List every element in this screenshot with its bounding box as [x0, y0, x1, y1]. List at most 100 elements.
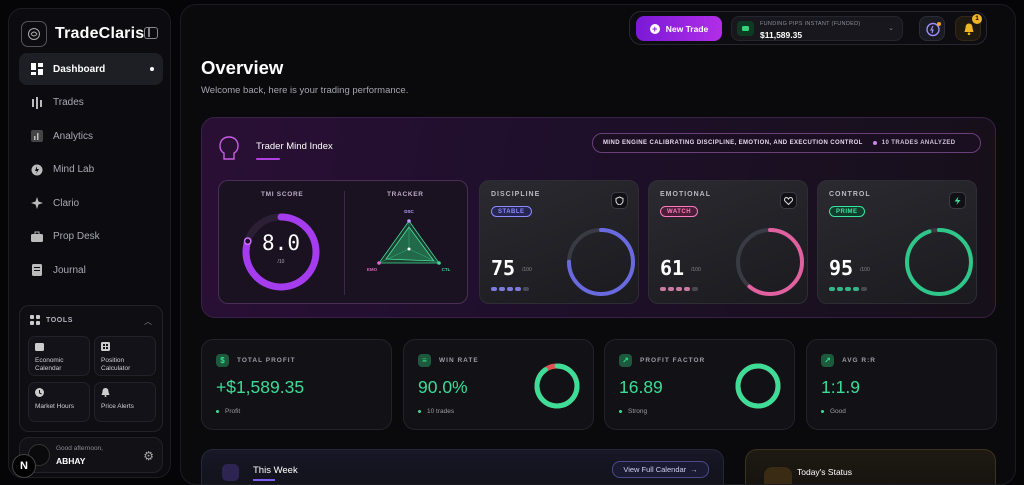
metric-of: /100 [522, 267, 532, 273]
brain-icon [219, 136, 239, 160]
nav-label: Journal [53, 264, 86, 276]
ring-progress [534, 363, 580, 409]
nav-label: Analytics [53, 130, 94, 142]
tools-heading[interactable]: TOOLS [30, 315, 73, 325]
wallet-icon [737, 21, 754, 36]
tool-label: Economic [35, 357, 64, 365]
new-trade-button[interactable]: + New Trade [636, 16, 722, 41]
nav-item-journal[interactable]: Journal [19, 254, 163, 286]
account-label: FUNDING PIPS INSTANT (FUNDED) [760, 21, 861, 27]
metric-dots [491, 287, 529, 291]
this-week-card: This Week View Full Calendar → [201, 449, 724, 484]
metric-dot [853, 287, 859, 291]
nav-item-analytics[interactable]: Analytics [19, 120, 163, 152]
metric-of: /100 [691, 267, 701, 273]
title-underline [253, 479, 275, 481]
radar-vertex [437, 261, 441, 265]
metric-value: 75 [491, 256, 516, 280]
status-dot [872, 141, 877, 145]
ring-progress [905, 228, 973, 296]
radar-values [385, 226, 435, 262]
notification-count: 1 [972, 14, 982, 24]
user-name: ABHAY [56, 456, 86, 466]
metric-dot [660, 287, 666, 291]
tool-position-calculator[interactable]: Position Calculator [94, 336, 156, 376]
new-trade-label: New Trade [665, 23, 709, 34]
stat-card-total-profit: $ TOTAL PROFIT +$1,589.35 Profit [201, 339, 392, 430]
metric-card-emotional: EMOTIONAL WATCH 61/100 [648, 180, 808, 304]
dashboard-icon [31, 63, 43, 75]
stat-label: AVG R:R [842, 357, 876, 364]
this-week-title: This Week [253, 465, 298, 476]
stat-subtext: Good [821, 408, 846, 415]
n-badge[interactable]: N [12, 454, 36, 478]
metric-dot [684, 287, 690, 291]
sidebar-collapse-icon[interactable] [144, 27, 158, 39]
metric-dot [491, 287, 497, 291]
metric-dot [515, 287, 521, 291]
ring-progress [242, 213, 320, 291]
radar-spoke [408, 248, 440, 264]
metric-dot [523, 287, 529, 291]
stat-label: TOTAL PROFIT [237, 357, 296, 364]
stat-label: WIN RATE [439, 357, 479, 364]
sync-button[interactable] [919, 16, 945, 41]
metric-value: 95 [829, 256, 854, 280]
account-selector[interactable]: FUNDING PIPS INSTANT (FUNDED) $11,589.35… [731, 16, 903, 41]
gear-icon[interactable]: ⚙ [143, 449, 154, 463]
nav-item-clario[interactable]: Clario [19, 187, 163, 219]
ring-end-dot [243, 237, 252, 246]
tool-market-hours[interactable]: Market Hours [28, 382, 90, 422]
page-title: Overview [201, 57, 284, 78]
brain-logo-icon [21, 21, 47, 47]
account-balance: $11,589.35 [760, 30, 803, 40]
stat-icon: ≡ [418, 354, 431, 367]
stat-card-profit-factor: ↗ PROFIT FACTOR 16.89 Strong [604, 339, 795, 430]
nav-item-prop-desk[interactable]: Prop Desk [19, 221, 163, 253]
nav-label: Clario [53, 197, 80, 209]
shield-icon [615, 196, 624, 205]
trades-analyzed: 10 TRADES ANALYZED [881, 140, 956, 146]
stat-card-win-rate: ≡ WIN RATE 90.0% 10 trades [403, 339, 594, 430]
tmi-score-label: TMI SCORE [261, 191, 304, 198]
stat-subtext: 10 trades [418, 408, 454, 415]
mind-lab-icon [31, 164, 43, 176]
stat-value: 1:1.9 [821, 377, 860, 397]
calendar-icon [222, 464, 239, 481]
radar-vertex [377, 261, 381, 265]
tool-label: Calendar [35, 365, 62, 373]
nav-label: Mind Lab [53, 164, 95, 175]
nav-item-trades[interactable]: Trades [19, 87, 163, 119]
stat-icon: $ [216, 354, 229, 367]
metric-title: DISCIPLINE [491, 191, 541, 198]
sync-icon [926, 22, 941, 37]
brand[interactable]: TradeClaris [21, 21, 144, 47]
metric-value: 61 [660, 256, 685, 280]
nav-item-dashboard[interactable]: Dashboard [19, 53, 163, 85]
radar-spoke [378, 248, 410, 264]
metric-status-tag: STABLE [491, 206, 532, 217]
chevron-up-icon[interactable]: ︿ [144, 317, 152, 326]
tracker-label: TRACKER [387, 191, 424, 198]
metric-detail-button[interactable] [949, 192, 966, 209]
nav-item-mind-lab[interactable]: Mind Lab [19, 154, 163, 186]
nav-label: Prop Desk [53, 231, 100, 242]
plus-icon: + [649, 23, 660, 34]
metric-dot [676, 287, 682, 291]
metric-title: CONTROL [829, 191, 871, 198]
metric-ring [736, 228, 804, 296]
radar-axis-label: CTL [442, 267, 451, 272]
stat-card-avg-r-r: ↗ AVG R:R 1:1.9 Good [806, 339, 997, 430]
metric-of: /100 [860, 267, 870, 273]
notifications-button[interactable]: 1 [955, 14, 982, 41]
mind-engine-status: MIND ENGINE CALIBRATING DISCIPLINE, EMOT… [592, 133, 981, 153]
metric-dot [507, 287, 513, 291]
user-card[interactable]: Good afternoon, ABHAY ⚙ [19, 437, 163, 473]
stat-icon: ↗ [619, 354, 632, 367]
tool-price-alerts[interactable]: Price Alerts [94, 382, 156, 422]
tmi-score-ring [242, 213, 320, 291]
metric-detail-button[interactable] [611, 192, 628, 209]
view-full-calendar-button[interactable]: View Full Calendar → [612, 461, 709, 478]
tool-economic-calendar[interactable]: Economic Calendar [28, 336, 90, 376]
metric-detail-button[interactable] [780, 192, 797, 209]
